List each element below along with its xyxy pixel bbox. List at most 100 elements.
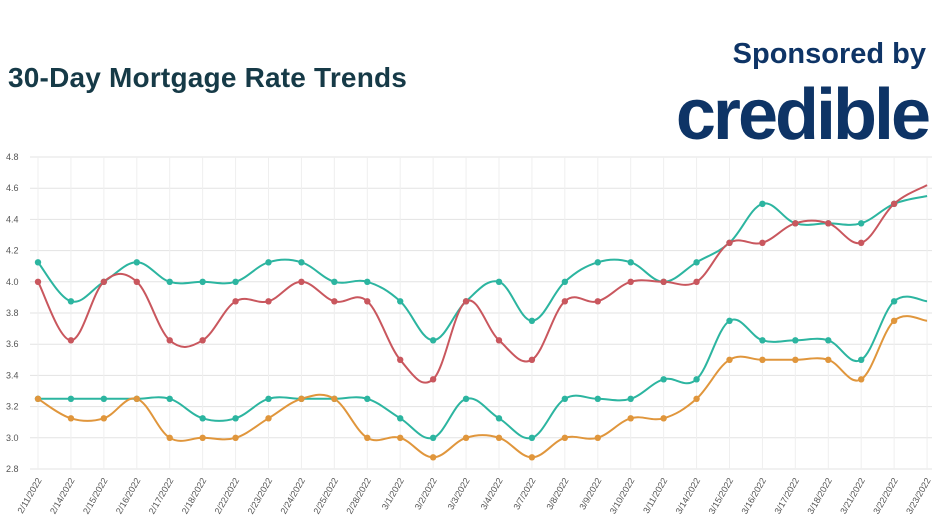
data-point-orange-lower (133, 395, 140, 402)
data-point-green-lower (792, 337, 799, 344)
data-point-red-upper (364, 298, 371, 305)
data-point-red-upper (265, 298, 272, 305)
data-point-green-upper (133, 259, 140, 266)
data-point-orange-lower (298, 395, 305, 402)
data-point-green-upper (495, 278, 503, 285)
x-tick-label: 2/16/2022 (114, 476, 143, 516)
credible-logo: credible (675, 75, 931, 155)
data-point-red-upper (890, 200, 898, 207)
y-tick-label: 3.4 (6, 370, 19, 380)
y-tick-label: 4.2 (6, 246, 19, 256)
data-point-orange-lower (528, 454, 536, 461)
data-point-green-upper (594, 259, 601, 266)
data-point-red-upper (34, 278, 42, 285)
data-point-green-upper (528, 317, 536, 324)
data-point-green-lower (561, 395, 569, 402)
x-tick-label: 3/22/2022 (871, 476, 900, 516)
data-point-red-upper (67, 337, 75, 344)
data-point-green-lower (594, 395, 601, 402)
y-tick-label: 3.6 (6, 339, 19, 349)
data-point-green-lower (100, 395, 108, 402)
series-line-green-upper (37, 195, 928, 342)
data-point-red-upper (166, 337, 173, 344)
data-point-orange-lower (825, 356, 832, 363)
data-point-green-lower (759, 337, 766, 344)
x-tick-label: 3/2/2022 (413, 476, 439, 511)
data-point-red-upper (858, 239, 865, 246)
data-point-green-upper (265, 259, 272, 266)
x-tick-label: 2/24/2022 (278, 476, 307, 516)
data-point-red-upper (100, 278, 108, 285)
data-point-red-upper (561, 298, 569, 305)
data-point-green-lower (429, 434, 437, 441)
data-point-red-upper (693, 278, 700, 285)
data-point-orange-lower (100, 415, 108, 422)
data-point-orange-lower (166, 434, 173, 441)
data-point-green-upper (397, 298, 404, 305)
data-point-red-upper (726, 239, 733, 246)
x-tick-label: 2/14/2022 (48, 476, 77, 516)
data-point-green-lower (199, 415, 206, 422)
data-point-orange-lower (397, 434, 404, 441)
data-point-green-lower (397, 415, 404, 422)
data-point-red-upper (397, 356, 404, 363)
x-tick-label: 2/22/2022 (213, 476, 242, 516)
sponsor-label: Sponsored by (732, 38, 926, 70)
data-point-green-upper (693, 259, 700, 266)
x-tick-label: 2/11/2022 (15, 476, 43, 515)
data-point-orange-lower (495, 434, 503, 441)
data-point-green-upper (627, 259, 634, 266)
data-point-orange-lower (858, 376, 865, 383)
series-points (34, 200, 898, 461)
data-point-green-upper (199, 278, 206, 285)
data-point-green-lower (265, 395, 272, 402)
y-tick-label: 3.2 (6, 402, 19, 412)
y-tick-label: 4.6 (6, 183, 19, 193)
y-tick-label: 3.8 (6, 308, 19, 318)
data-point-green-upper (166, 278, 173, 285)
data-point-green-lower (858, 356, 865, 363)
x-tick-label: 2/28/2022 (344, 476, 373, 516)
data-point-orange-lower (890, 317, 898, 324)
data-point-orange-lower (429, 454, 437, 461)
x-axis: 2/11/2022 2/14/2022 2/15/2022 2/16/2022 2/17… (15, 476, 932, 516)
x-tick-label: 2/23/2022 (246, 476, 275, 516)
data-point-green-upper (331, 278, 338, 285)
x-tick-label: 3/18/2022 (805, 476, 834, 516)
y-tick-label: 4.0 (6, 277, 19, 287)
data-point-red-upper (199, 337, 206, 344)
x-tick-label: 3/9/2022 (577, 476, 603, 511)
data-point-green-upper (561, 278, 569, 285)
y-axis: 4.8 4.6 4.4 4.2 4.0 3.8 3.6 3.4 3.2 3.0 2.8 (6, 152, 19, 474)
data-point-orange-lower (792, 356, 799, 363)
data-point-green-upper (364, 278, 371, 285)
x-tick-label: 3/23/2022 (904, 476, 932, 516)
y-tick-label: 4.8 (6, 152, 19, 162)
data-point-orange-lower (627, 415, 634, 422)
data-point-orange-lower (199, 434, 206, 441)
data-point-orange-lower (232, 434, 239, 441)
data-point-red-upper (298, 278, 305, 285)
data-point-green-lower (890, 298, 898, 305)
data-point-red-upper (660, 278, 667, 285)
series-line-orange-lower (37, 315, 928, 459)
data-point-green-lower (364, 395, 371, 402)
data-point-orange-lower (265, 415, 272, 422)
series-lines (37, 184, 928, 459)
data-point-orange-lower (660, 415, 667, 422)
data-point-orange-lower (364, 434, 371, 441)
data-point-red-upper (495, 337, 503, 344)
data-point-orange-lower (594, 434, 601, 441)
data-point-orange-lower (726, 356, 733, 363)
series-line-green-lower (38, 295, 928, 440)
data-point-green-lower (660, 376, 667, 383)
data-point-green-upper (858, 220, 865, 227)
x-tick-label: 3/15/2022 (707, 476, 736, 516)
series-line-red-upper (37, 184, 928, 384)
x-tick-label: 3/3/2022 (446, 476, 472, 511)
data-point-green-lower (693, 376, 700, 383)
data-point-green-upper (232, 278, 239, 285)
x-tick-label: 3/4/2022 (479, 476, 505, 511)
data-point-red-upper (331, 298, 338, 305)
